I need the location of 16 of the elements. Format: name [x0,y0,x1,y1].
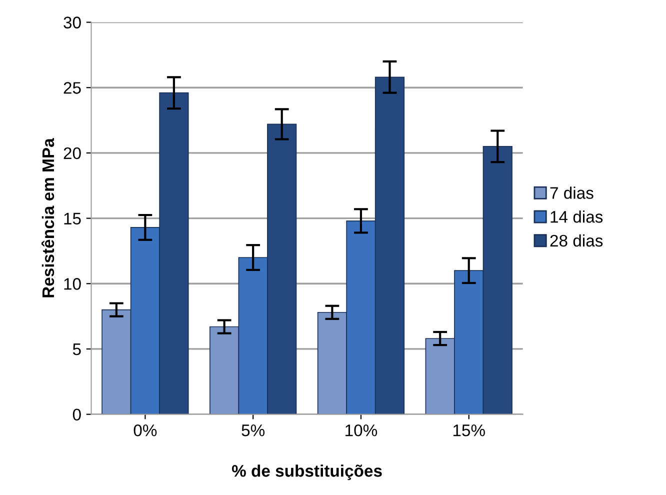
x-tick-label: 0% [134,424,157,436]
legend-label: 28 dias [550,234,603,247]
y-tick-label: 0 [72,408,81,421]
x-tick-label: 5% [242,424,265,436]
legend-label: 14 dias [550,210,603,223]
y-tick-label: 15 [64,212,81,224]
y-tick-label: 10 [64,278,81,290]
y-tick-label: 25 [64,82,81,94]
x-tick-label: 10% [346,424,378,436]
y-tick-label: 30 [64,16,81,28]
y-axis-title: Resistência em MPa [42,138,54,298]
y-tick-label: 5 [72,344,81,356]
x-tick-label: 15% [453,424,485,436]
y-tick-label: 20 [64,147,81,160]
legend-label: 7 dias [550,186,594,199]
x-axis-title: % de substituições [232,464,382,480]
